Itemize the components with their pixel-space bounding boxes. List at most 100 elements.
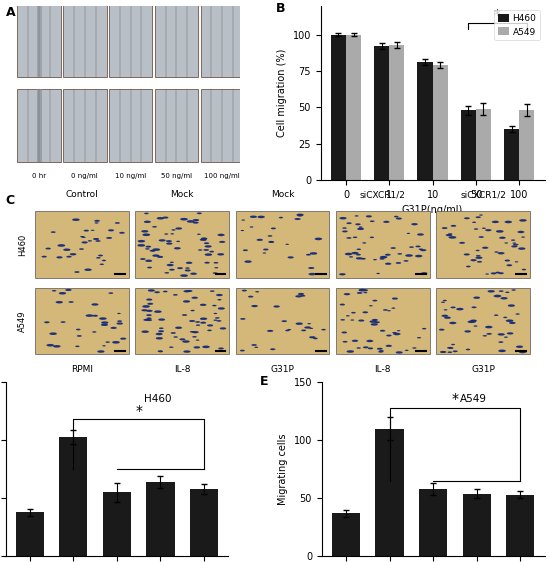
Circle shape xyxy=(166,240,172,242)
Circle shape xyxy=(456,308,464,310)
Circle shape xyxy=(95,223,98,224)
Text: *: * xyxy=(494,8,501,22)
Circle shape xyxy=(361,258,366,260)
Circle shape xyxy=(346,350,354,353)
Text: siCXCR1/2: siCXCR1/2 xyxy=(460,190,506,199)
Circle shape xyxy=(383,221,389,223)
Circle shape xyxy=(93,238,99,240)
Bar xyxy=(504,129,519,180)
Circle shape xyxy=(245,261,251,263)
Circle shape xyxy=(202,346,210,348)
Text: A549: A549 xyxy=(460,395,487,404)
Y-axis label: Cell migration (%): Cell migration (%) xyxy=(277,48,287,137)
Circle shape xyxy=(507,264,512,266)
Circle shape xyxy=(146,246,151,247)
Circle shape xyxy=(243,250,248,251)
Circle shape xyxy=(170,262,174,263)
Text: E: E xyxy=(260,375,268,388)
Circle shape xyxy=(148,289,155,292)
Circle shape xyxy=(79,248,84,250)
Circle shape xyxy=(343,341,348,342)
Circle shape xyxy=(350,319,354,320)
Circle shape xyxy=(46,248,51,250)
Bar xyxy=(331,35,346,180)
Circle shape xyxy=(144,319,150,321)
Text: G31P: G31P xyxy=(271,365,294,374)
Circle shape xyxy=(459,242,465,244)
Circle shape xyxy=(446,234,452,236)
Circle shape xyxy=(154,310,162,313)
Circle shape xyxy=(378,351,383,352)
Bar xyxy=(201,4,244,77)
Circle shape xyxy=(314,338,318,339)
Circle shape xyxy=(147,318,151,319)
Bar xyxy=(336,211,430,278)
Circle shape xyxy=(356,257,362,260)
Circle shape xyxy=(270,242,273,243)
Circle shape xyxy=(217,253,224,255)
Circle shape xyxy=(198,250,202,251)
Circle shape xyxy=(362,242,366,243)
Bar xyxy=(103,492,131,556)
Circle shape xyxy=(169,347,173,348)
Circle shape xyxy=(95,220,100,222)
Circle shape xyxy=(513,243,516,244)
Circle shape xyxy=(405,255,412,257)
Circle shape xyxy=(295,218,300,220)
Circle shape xyxy=(147,267,152,268)
Circle shape xyxy=(156,333,162,335)
Circle shape xyxy=(500,297,508,300)
Circle shape xyxy=(96,257,101,259)
Circle shape xyxy=(44,321,50,323)
Circle shape xyxy=(453,351,458,352)
Circle shape xyxy=(485,229,491,231)
Text: C: C xyxy=(6,194,15,207)
Circle shape xyxy=(250,226,254,228)
Circle shape xyxy=(51,232,56,233)
Circle shape xyxy=(396,217,402,220)
Circle shape xyxy=(218,348,224,350)
Circle shape xyxy=(183,341,190,343)
Circle shape xyxy=(86,314,93,317)
Text: H460: H460 xyxy=(0,29,1,52)
Circle shape xyxy=(192,336,196,337)
Text: H460: H460 xyxy=(18,233,27,256)
Circle shape xyxy=(518,231,524,233)
Circle shape xyxy=(363,346,368,348)
Circle shape xyxy=(407,233,410,234)
Circle shape xyxy=(419,248,423,250)
Circle shape xyxy=(157,217,164,219)
Circle shape xyxy=(422,328,426,329)
Circle shape xyxy=(492,221,499,223)
Circle shape xyxy=(516,314,520,315)
Circle shape xyxy=(268,235,272,237)
Circle shape xyxy=(170,233,174,234)
Circle shape xyxy=(392,298,398,300)
Bar xyxy=(63,4,107,77)
Bar xyxy=(476,108,491,180)
Circle shape xyxy=(92,331,96,333)
Circle shape xyxy=(377,348,383,350)
Circle shape xyxy=(185,270,191,271)
Circle shape xyxy=(184,351,190,353)
Circle shape xyxy=(512,289,516,291)
Circle shape xyxy=(409,246,414,248)
Circle shape xyxy=(200,239,206,241)
Circle shape xyxy=(496,230,503,233)
Circle shape xyxy=(449,347,453,349)
Circle shape xyxy=(346,315,350,316)
Circle shape xyxy=(442,315,448,317)
Circle shape xyxy=(351,252,359,254)
Circle shape xyxy=(158,351,163,352)
Circle shape xyxy=(306,254,311,256)
Circle shape xyxy=(356,347,361,348)
Circle shape xyxy=(111,327,117,329)
Circle shape xyxy=(96,240,101,242)
Text: A549: A549 xyxy=(0,115,1,137)
Circle shape xyxy=(204,249,209,251)
Circle shape xyxy=(321,329,326,330)
Circle shape xyxy=(477,261,482,262)
Bar xyxy=(374,46,389,180)
Circle shape xyxy=(163,291,167,292)
Circle shape xyxy=(298,293,304,295)
